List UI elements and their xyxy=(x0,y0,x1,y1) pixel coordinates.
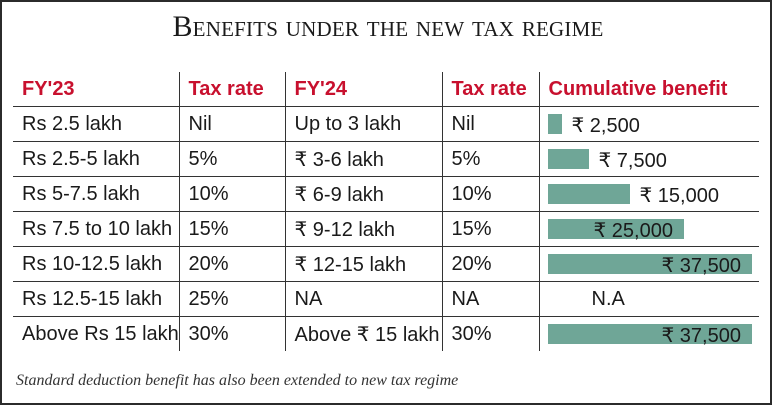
table-row: Above Rs 15 lakh 30% Above ₹ 15 lakh 30% ₹ 3… xyxy=(13,316,759,351)
row-fy24-slab: Up to 3 lakh xyxy=(285,106,443,142)
row-fy23-tax-rate: 30% xyxy=(179,316,286,351)
row-fy23-slab: Rs 5-7.5 lakh xyxy=(13,176,180,212)
chart-title: Benefits under the new tax regime xyxy=(172,10,604,43)
benefit-value: ₹ 25,000 xyxy=(593,220,673,242)
row-fy23-slab: Rs 10-12.5 lakh xyxy=(13,246,180,282)
benefit-bar xyxy=(547,184,630,204)
footnote: Standard deduction benefit has also been… xyxy=(16,372,459,389)
table-row: Rs 7.5 to 10 lakh 15% ₹ 9-12 lakh 15% ₹ 25,0… xyxy=(13,211,759,247)
row-fy24-tax-rate: 5% xyxy=(442,141,540,177)
row-fy23-slab: Rs 2.5-5 lakh xyxy=(13,141,180,177)
benefit-bar xyxy=(547,254,752,274)
benefit-value: ₹ 37,500 xyxy=(661,325,741,347)
benefit-value: ₹ 7,500 xyxy=(598,150,667,172)
benefit-bar xyxy=(547,219,684,239)
benefit-cell: ₹ 2,500 xyxy=(539,106,759,142)
row-fy24-tax-rate: 20% xyxy=(442,246,540,282)
row-fy24-tax-rate: 15% xyxy=(442,211,540,247)
row-fy23-tax-rate: 15% xyxy=(179,211,286,247)
benefit-cell: ₹ 37,500 xyxy=(539,316,759,351)
row-fy24-tax-rate: Nil xyxy=(442,106,540,142)
row-fy24-tax-rate: 30% xyxy=(442,316,540,351)
row-fy23-slab: Above Rs 15 lakh xyxy=(13,316,180,351)
row-fy24-slab: Above ₹ 15 lakh xyxy=(285,316,443,351)
row-fy23-tax-rate: 10% xyxy=(179,176,286,212)
row-fy23-tax-rate: Nil xyxy=(179,106,286,142)
row-fy24-tax-rate: 10% xyxy=(442,176,540,212)
benefit-value: ₹ 2,500 xyxy=(571,115,640,137)
row-fy23-slab: Rs 2.5 lakh xyxy=(13,106,180,142)
benefit-bar xyxy=(547,149,589,169)
row-fy23-tax-rate: 5% xyxy=(179,141,286,177)
row-fy23-tax-rate: 20% xyxy=(179,246,286,282)
row-fy24-slab: NA xyxy=(285,281,443,317)
header-tax-rate-fy23: Tax rate xyxy=(179,72,286,107)
header-tax-rate-fy24: Tax rate xyxy=(442,72,540,107)
benefit-value: N.A xyxy=(591,288,625,310)
row-fy24-slab: ₹ 9-12 lakh xyxy=(285,211,443,247)
benefit-cell: ₹ 25,000 xyxy=(539,211,759,247)
benefit-bar xyxy=(547,114,562,134)
row-fy23-slab: Rs 7.5 to 10 lakh xyxy=(13,211,180,247)
benefit-value: ₹ 15,000 xyxy=(639,185,719,207)
row-fy24-slab: ₹ 6-9 lakh xyxy=(285,176,443,212)
table-row: Rs 5-7.5 lakh 10% ₹ 6-9 lakh 10% ₹ 15,000 xyxy=(13,176,759,212)
row-fy24-tax-rate: NA xyxy=(442,281,540,317)
row-fy23-tax-rate: 25% xyxy=(179,281,286,317)
benefit-bar xyxy=(547,324,752,344)
header-row: FY'23 Tax rate FY'24 Tax rate Cumulative… xyxy=(13,72,759,107)
benefit-cell: ₹ 7,500 xyxy=(539,141,759,177)
row-fy24-slab: ₹ 3-6 lakh xyxy=(285,141,443,177)
table-row: Rs 2.5 lakh Nil Up to 3 lakh Nil ₹ 2,500 xyxy=(13,106,759,142)
table-row: Rs 2.5-5 lakh 5% ₹ 3-6 lakh 5% ₹ 7,500 xyxy=(13,141,759,177)
table-row: Rs 12.5-15 lakh 25% NA NA N.A xyxy=(13,281,759,317)
table-row: Rs 10-12.5 lakh 20% ₹ 12-15 lakh 20% ₹ 37,50… xyxy=(13,246,759,282)
benefit-value: ₹ 37,500 xyxy=(661,255,741,277)
benefit-cell: ₹ 37,500 xyxy=(539,246,759,282)
row-fy24-slab: ₹ 12-15 lakh xyxy=(285,246,443,282)
header-fy23: FY'23 xyxy=(13,72,180,107)
benefit-cell: N.A xyxy=(539,281,759,317)
row-fy23-slab: Rs 12.5-15 lakh xyxy=(13,281,180,317)
benefit-cell: ₹ 15,000 xyxy=(539,176,759,212)
header-fy24: FY'24 xyxy=(285,72,443,107)
tax-table: FY'23 Tax rate FY'24 Tax rate Cumulative… xyxy=(13,72,759,351)
header-cumulative-benefit: Cumulative benefit xyxy=(548,77,728,100)
